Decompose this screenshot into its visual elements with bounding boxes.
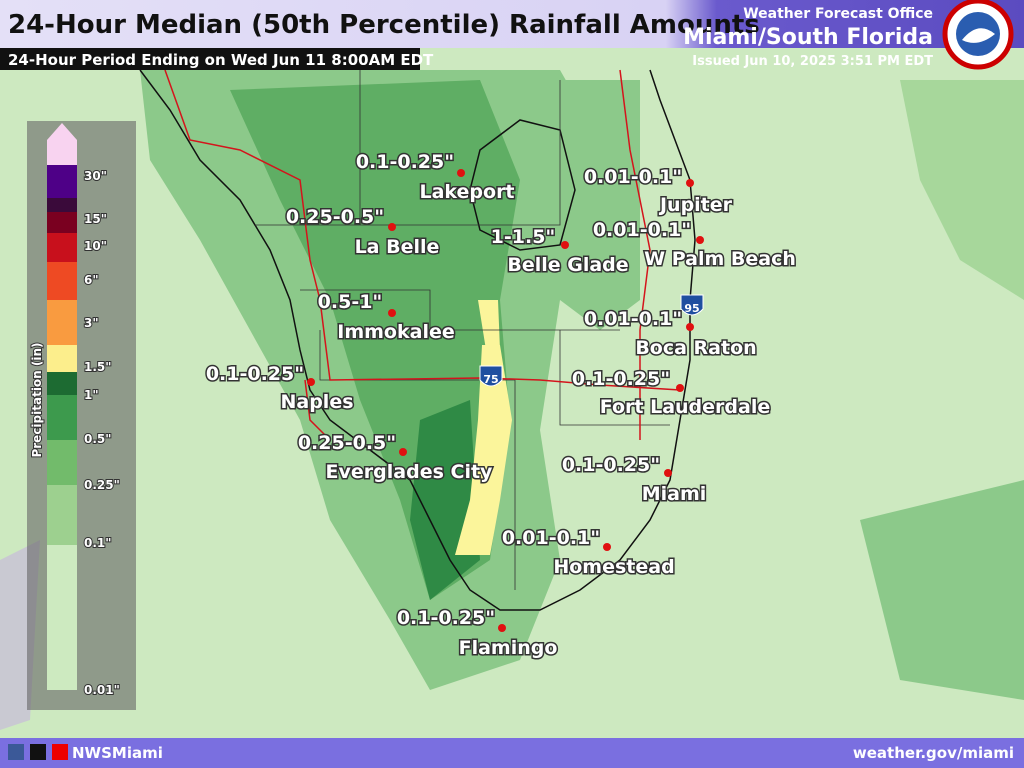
legend-label: 30" xyxy=(84,169,107,183)
city-name: La Belle xyxy=(355,236,440,258)
legend-swatch xyxy=(47,345,77,372)
legend-label: 10" xyxy=(84,239,107,253)
highway-shields: 75 95 xyxy=(479,294,704,387)
legend-label: 6" xyxy=(84,273,99,287)
rain-amount: 0.1-0.25" xyxy=(206,363,304,385)
rain-amount: 0.1-0.25" xyxy=(572,368,670,390)
legend-swatch xyxy=(47,233,77,262)
legend-label: 0.01" xyxy=(84,683,120,697)
city-name: Lakeport xyxy=(419,181,514,203)
rain-amount: 0.01-0.1" xyxy=(593,219,691,241)
subtitle-bar xyxy=(0,48,420,70)
city-dot xyxy=(307,378,315,386)
subtitle: 24-Hour Period Ending on Wed Jun 11 8:00… xyxy=(8,51,434,69)
city-name: Immokalee xyxy=(337,321,454,343)
city-dot xyxy=(399,448,407,456)
website[interactable]: weather.gov/miami xyxy=(853,744,1014,762)
legend-label: 0.25" xyxy=(84,478,120,492)
rain-amount: 0.5-1" xyxy=(318,291,383,313)
city-dot xyxy=(603,543,611,551)
coastline xyxy=(139,69,696,611)
rain-amount: 0.1-0.25" xyxy=(562,454,660,476)
city-dot xyxy=(664,469,672,477)
legend-swatch xyxy=(47,395,77,440)
county-lines xyxy=(255,70,670,590)
city-dot xyxy=(388,309,396,317)
rain-amount: 0.25-0.5" xyxy=(298,432,396,454)
legend-label: 1" xyxy=(84,388,99,402)
city-dot xyxy=(686,179,694,187)
city-name: Naples xyxy=(280,391,353,413)
city-dot xyxy=(686,323,694,331)
rain-amount: 0.1-0.25" xyxy=(397,607,495,629)
city-dot xyxy=(388,223,396,231)
legend-label: 3" xyxy=(84,316,99,330)
city-dot xyxy=(457,169,465,177)
legend-swatch xyxy=(47,545,77,690)
city-dot xyxy=(696,236,704,244)
city-dot xyxy=(561,241,569,249)
social-handle[interactable]: NWSMiami xyxy=(72,744,163,762)
city-name: Belle Glade xyxy=(507,254,628,276)
legend-label: 0.5" xyxy=(84,432,112,446)
youtube-icon[interactable] xyxy=(52,744,68,760)
city-dot xyxy=(676,384,684,392)
highway-label: 75 xyxy=(483,373,498,386)
rain-amount: 0.01-0.1" xyxy=(584,166,682,188)
legend-swatch xyxy=(47,262,77,300)
rain-amount: 1-1.5" xyxy=(491,226,556,248)
rain-amount: 0.1-0.25" xyxy=(356,151,454,173)
title: 24-Hour Median (50th Percentile) Rainfal… xyxy=(8,10,760,40)
city-name: Miami xyxy=(642,483,707,505)
rain-amount: 0.25-0.5" xyxy=(286,206,384,228)
legend-swatch xyxy=(47,372,77,395)
city-name: Fort Lauderdale xyxy=(600,396,770,418)
legend-swatch xyxy=(47,300,77,345)
city-name: Flamingo xyxy=(459,637,558,659)
legend-swatch xyxy=(47,165,77,198)
city-dot xyxy=(498,624,506,632)
office: Weather Forecast Office xyxy=(743,6,933,22)
city-name: W Palm Beach xyxy=(644,248,796,270)
city-name: Everglades City xyxy=(326,461,494,483)
issued: Issued Jun 10, 2025 3:51 PM EDT xyxy=(692,54,933,69)
legend-panel xyxy=(27,121,136,710)
nws-logo xyxy=(942,0,1014,70)
legend-swatch xyxy=(47,485,77,545)
legend-swatch xyxy=(47,212,77,233)
city-name: Jupiter xyxy=(658,194,733,216)
facebook-icon[interactable] xyxy=(8,744,24,760)
legend-bar xyxy=(47,123,77,690)
rain-amount: 0.01-0.1" xyxy=(502,527,600,549)
legend-label: 0.1" xyxy=(84,536,112,550)
roads xyxy=(164,69,681,441)
city-name: Boca Raton xyxy=(635,337,756,359)
highway-label: 95 xyxy=(684,302,699,315)
legend-swatch xyxy=(47,440,77,485)
header-bar xyxy=(0,0,1024,48)
rain-amount: 0.01-0.1" xyxy=(584,308,682,330)
office-name: Miami/South Florida xyxy=(683,25,933,50)
city-name: Homestead xyxy=(553,556,674,578)
legend-swatch xyxy=(47,198,77,212)
legend-label: 1.5" xyxy=(84,360,112,374)
legend-label: 15" xyxy=(84,212,107,226)
footer-bar xyxy=(0,738,1024,768)
legend-title: Precipitation (in) xyxy=(30,342,44,457)
x-icon[interactable] xyxy=(30,744,46,760)
